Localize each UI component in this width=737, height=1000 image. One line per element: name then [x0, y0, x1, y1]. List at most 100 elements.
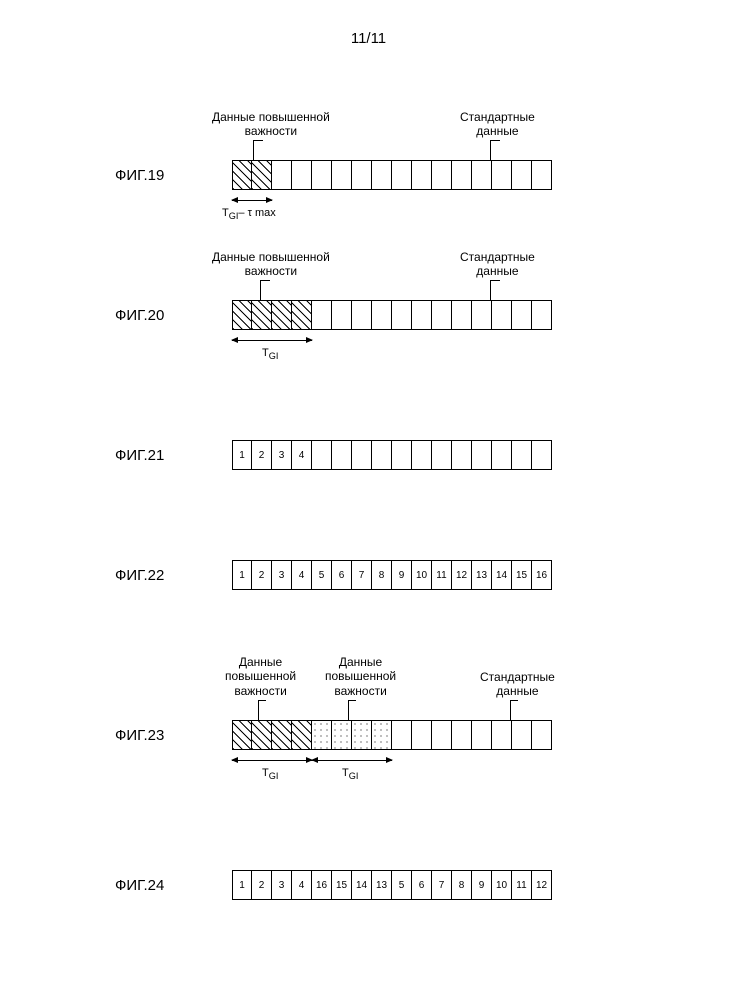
frame-cell: 8 [372, 560, 392, 590]
frame-cell [472, 720, 492, 750]
fig-label-22: ФИГ.22 [115, 567, 164, 584]
frame-cell [472, 300, 492, 330]
frame-cell: 6 [332, 560, 352, 590]
frame-cell: 6 [412, 870, 432, 900]
frame-cell [432, 160, 452, 190]
frame-cell [292, 720, 312, 750]
frame-cell: 11 [432, 560, 452, 590]
fig23-ann-high-b-l3: важности [334, 684, 386, 698]
frame-cell: 4 [292, 440, 312, 470]
fig19-leader-high [253, 140, 254, 160]
fig20-ann-std: Стандартные данные [460, 250, 535, 279]
arrow-left-icon [231, 197, 238, 203]
fig23-span-b [312, 760, 392, 761]
frame-cell [372, 720, 392, 750]
fig-label-23: ФИГ.23 [115, 727, 164, 744]
frame-cell: 14 [492, 560, 512, 590]
fig20-leader-std [490, 280, 491, 300]
fig19-leader-high-hook [253, 140, 263, 141]
frame-cell: 15 [512, 560, 532, 590]
arrow-left-icon [231, 337, 238, 343]
frame-cell [332, 440, 352, 470]
frame-cell [472, 160, 492, 190]
frame-cell: 7 [432, 870, 452, 900]
fig23-ann-std-l2: данные [496, 684, 538, 698]
frame-cell [272, 300, 292, 330]
arrow-right-icon [266, 197, 273, 203]
frame-cell: 5 [392, 870, 412, 900]
frame-cell: 9 [392, 560, 412, 590]
frame-cell [272, 720, 292, 750]
fig21-frame: 1234 [232, 440, 552, 470]
frame-cell: 2 [252, 440, 272, 470]
frame-cell: 4 [292, 870, 312, 900]
arrow-left-icon [311, 757, 318, 763]
frame-cell: 7 [352, 560, 372, 590]
fig-label-20: ФИГ.20 [115, 307, 164, 324]
frame-cell: 8 [452, 870, 472, 900]
fig19-ann-high-l2: важности [245, 124, 297, 138]
frame-cell: 10 [412, 560, 432, 590]
frame-cell: 16 [532, 560, 552, 590]
fig19-ann-high: Данные повышенной важности [212, 110, 330, 139]
frame-cell [392, 160, 412, 190]
frame-cell [512, 160, 532, 190]
frame-cell: 5 [312, 560, 332, 590]
fig24-frame: 12341615141356789101112 [232, 870, 552, 900]
frame-cell [312, 160, 332, 190]
fig20-ann-high: Данные повышенной важности [212, 250, 330, 279]
frame-cell: 3 [272, 560, 292, 590]
frame-cell: 16 [312, 870, 332, 900]
fig23-leader-a-hook [258, 700, 266, 701]
frame-cell [512, 300, 532, 330]
frame-cell: 13 [472, 560, 492, 590]
fig19-sublabel: TGI– τ max [222, 207, 276, 221]
fig23-leader-b-hook [348, 700, 356, 701]
frame-cell: 14 [352, 870, 372, 900]
frame-cell: 15 [332, 870, 352, 900]
frame-cell [312, 720, 332, 750]
fig20-frame [232, 300, 552, 330]
frame-cell: 12 [452, 560, 472, 590]
fig23-ann-high-b: Данные повышенной важности [325, 655, 396, 698]
fig19-leader-std [490, 140, 491, 160]
frame-cell [452, 720, 472, 750]
fig22-frame: 12345678910111213141516 [232, 560, 552, 590]
fig23-ann-high-a-l3: важности [234, 684, 286, 698]
fig23-span-a [232, 760, 312, 761]
frame-cell: 2 [252, 560, 272, 590]
frame-cell [312, 300, 332, 330]
fig20-span [232, 340, 312, 341]
frame-cell [532, 440, 552, 470]
fig19-ann-std-l1: Стандартные [460, 110, 535, 124]
fig23-leader-a [258, 700, 259, 720]
frame-cell [532, 300, 552, 330]
fig23-ann-high-a: Данные повышенной важности [225, 655, 296, 698]
fig23-ann-std: Стандартные данные [480, 670, 555, 699]
frame-cell [452, 160, 472, 190]
fig20-ann-std-l2: данные [476, 264, 518, 278]
frame-cell [432, 440, 452, 470]
frame-cell [372, 160, 392, 190]
frame-cell: 9 [472, 870, 492, 900]
frame-cell [232, 160, 252, 190]
frame-cell [272, 160, 292, 190]
frame-cell: 1 [232, 560, 252, 590]
frame-cell: 4 [292, 560, 312, 590]
frame-cell [372, 440, 392, 470]
frame-cell: 3 [272, 870, 292, 900]
fig20-ann-high-l1: Данные повышенной [212, 250, 330, 264]
frame-cell [392, 720, 412, 750]
frame-cell [492, 440, 512, 470]
frame-cell: 12 [532, 870, 552, 900]
frame-cell: 1 [232, 870, 252, 900]
fig23-ann-high-b-l2: повышенной [325, 669, 396, 683]
fig23-leader-c [510, 700, 511, 720]
fig23-frame [232, 720, 552, 750]
fig19-ann-high-l1: Данные повышенной [212, 110, 330, 124]
fig19-leader-std-hook [490, 140, 500, 141]
frame-cell [432, 720, 452, 750]
frame-cell: 10 [492, 870, 512, 900]
fig23-leader-b [348, 700, 349, 720]
frame-cell [412, 160, 432, 190]
